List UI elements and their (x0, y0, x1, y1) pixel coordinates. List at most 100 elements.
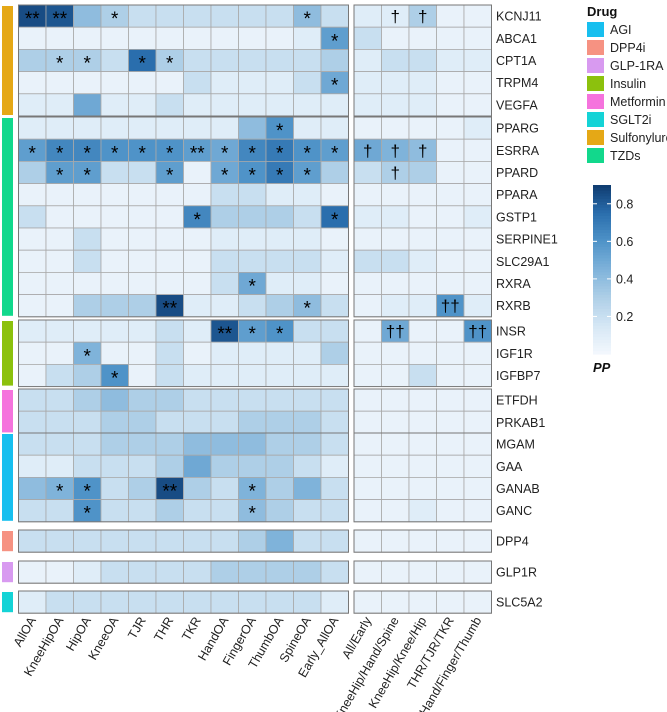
cell (293, 26, 322, 50)
significance-mark: * (276, 166, 284, 187)
cell (408, 71, 437, 95)
cell (353, 49, 382, 73)
cell (128, 319, 157, 343)
significance-mark: * (84, 143, 92, 164)
colorbar-segment (593, 232, 611, 237)
cell (73, 116, 102, 140)
cell (18, 363, 47, 387)
significance-mark: * (221, 166, 229, 187)
cell (436, 249, 465, 273)
cell (183, 294, 212, 318)
column-label: AllOA (11, 614, 39, 649)
cell (353, 271, 382, 295)
cell (353, 476, 382, 500)
cell (463, 499, 492, 523)
cell (265, 93, 294, 117)
cell (381, 410, 410, 434)
significance-mark: * (56, 482, 64, 503)
panel-border (18, 4, 349, 117)
cell (210, 294, 239, 318)
cell (381, 93, 410, 117)
panel-border (18, 590, 349, 614)
cell (18, 454, 47, 478)
column-label: THR (151, 615, 176, 644)
cell (293, 227, 322, 251)
legend-swatch (587, 148, 604, 163)
cell (183, 560, 212, 584)
panel-border (353, 319, 492, 388)
cell (183, 454, 212, 478)
cell (353, 363, 382, 387)
cell (463, 560, 492, 584)
cell (238, 93, 267, 117)
dagger-mark: † (418, 7, 427, 26)
cell (436, 319, 465, 343)
significance-mark: * (84, 482, 92, 503)
significance-mark: * (84, 54, 92, 75)
cell (463, 4, 492, 28)
cell (320, 529, 349, 553)
cell (238, 4, 267, 28)
cell (183, 160, 212, 184)
colorbar-tick-label: 0.4 (616, 272, 633, 286)
colorbar-segment (593, 185, 611, 189)
cell (73, 454, 102, 478)
cell (18, 529, 47, 553)
cell (18, 410, 47, 434)
cell (353, 183, 382, 207)
cell (353, 560, 382, 584)
significance-mark: * (139, 143, 147, 164)
cell (265, 410, 294, 434)
cell (155, 432, 184, 456)
cell (408, 183, 437, 207)
legend-label: SGLT2i (610, 113, 651, 127)
cell (155, 227, 184, 251)
colorbar-segment (593, 328, 611, 333)
cell (320, 319, 349, 343)
cell (45, 341, 74, 365)
cell (265, 560, 294, 584)
cell (436, 116, 465, 140)
cell (128, 432, 157, 456)
cell (73, 590, 102, 614)
row-label: VEGFA (496, 98, 538, 112)
cell (238, 249, 267, 273)
dagger-mark: †† (386, 322, 405, 341)
row-label: SERPINE1 (496, 233, 558, 247)
cell (128, 341, 157, 365)
colorbar-segment (593, 218, 611, 223)
significance-mark: * (331, 31, 339, 52)
colorbar-segment (593, 199, 611, 203)
significance-mark: * (276, 324, 284, 345)
cell (463, 294, 492, 318)
cell (128, 476, 157, 500)
cell (320, 388, 349, 412)
cell (45, 410, 74, 434)
cell (100, 294, 129, 318)
cell (155, 454, 184, 478)
cell (293, 49, 322, 73)
panel-border (353, 4, 492, 117)
cell (265, 590, 294, 614)
cell (408, 227, 437, 251)
cell (408, 319, 437, 343)
cell (408, 529, 437, 553)
cell (73, 319, 102, 343)
cell (210, 71, 239, 95)
colorbar-segment (593, 311, 611, 316)
cell (155, 363, 184, 387)
cell (100, 26, 129, 50)
cell (155, 26, 184, 50)
legend-swatch (587, 58, 604, 73)
cell (100, 499, 129, 523)
cell (463, 71, 492, 95)
cell (463, 341, 492, 365)
cell (293, 476, 322, 500)
cell (353, 26, 382, 50)
cell (18, 93, 47, 117)
legend-swatch (587, 94, 604, 109)
cell (436, 499, 465, 523)
cell (381, 388, 410, 412)
cell (265, 388, 294, 412)
cell (436, 476, 465, 500)
